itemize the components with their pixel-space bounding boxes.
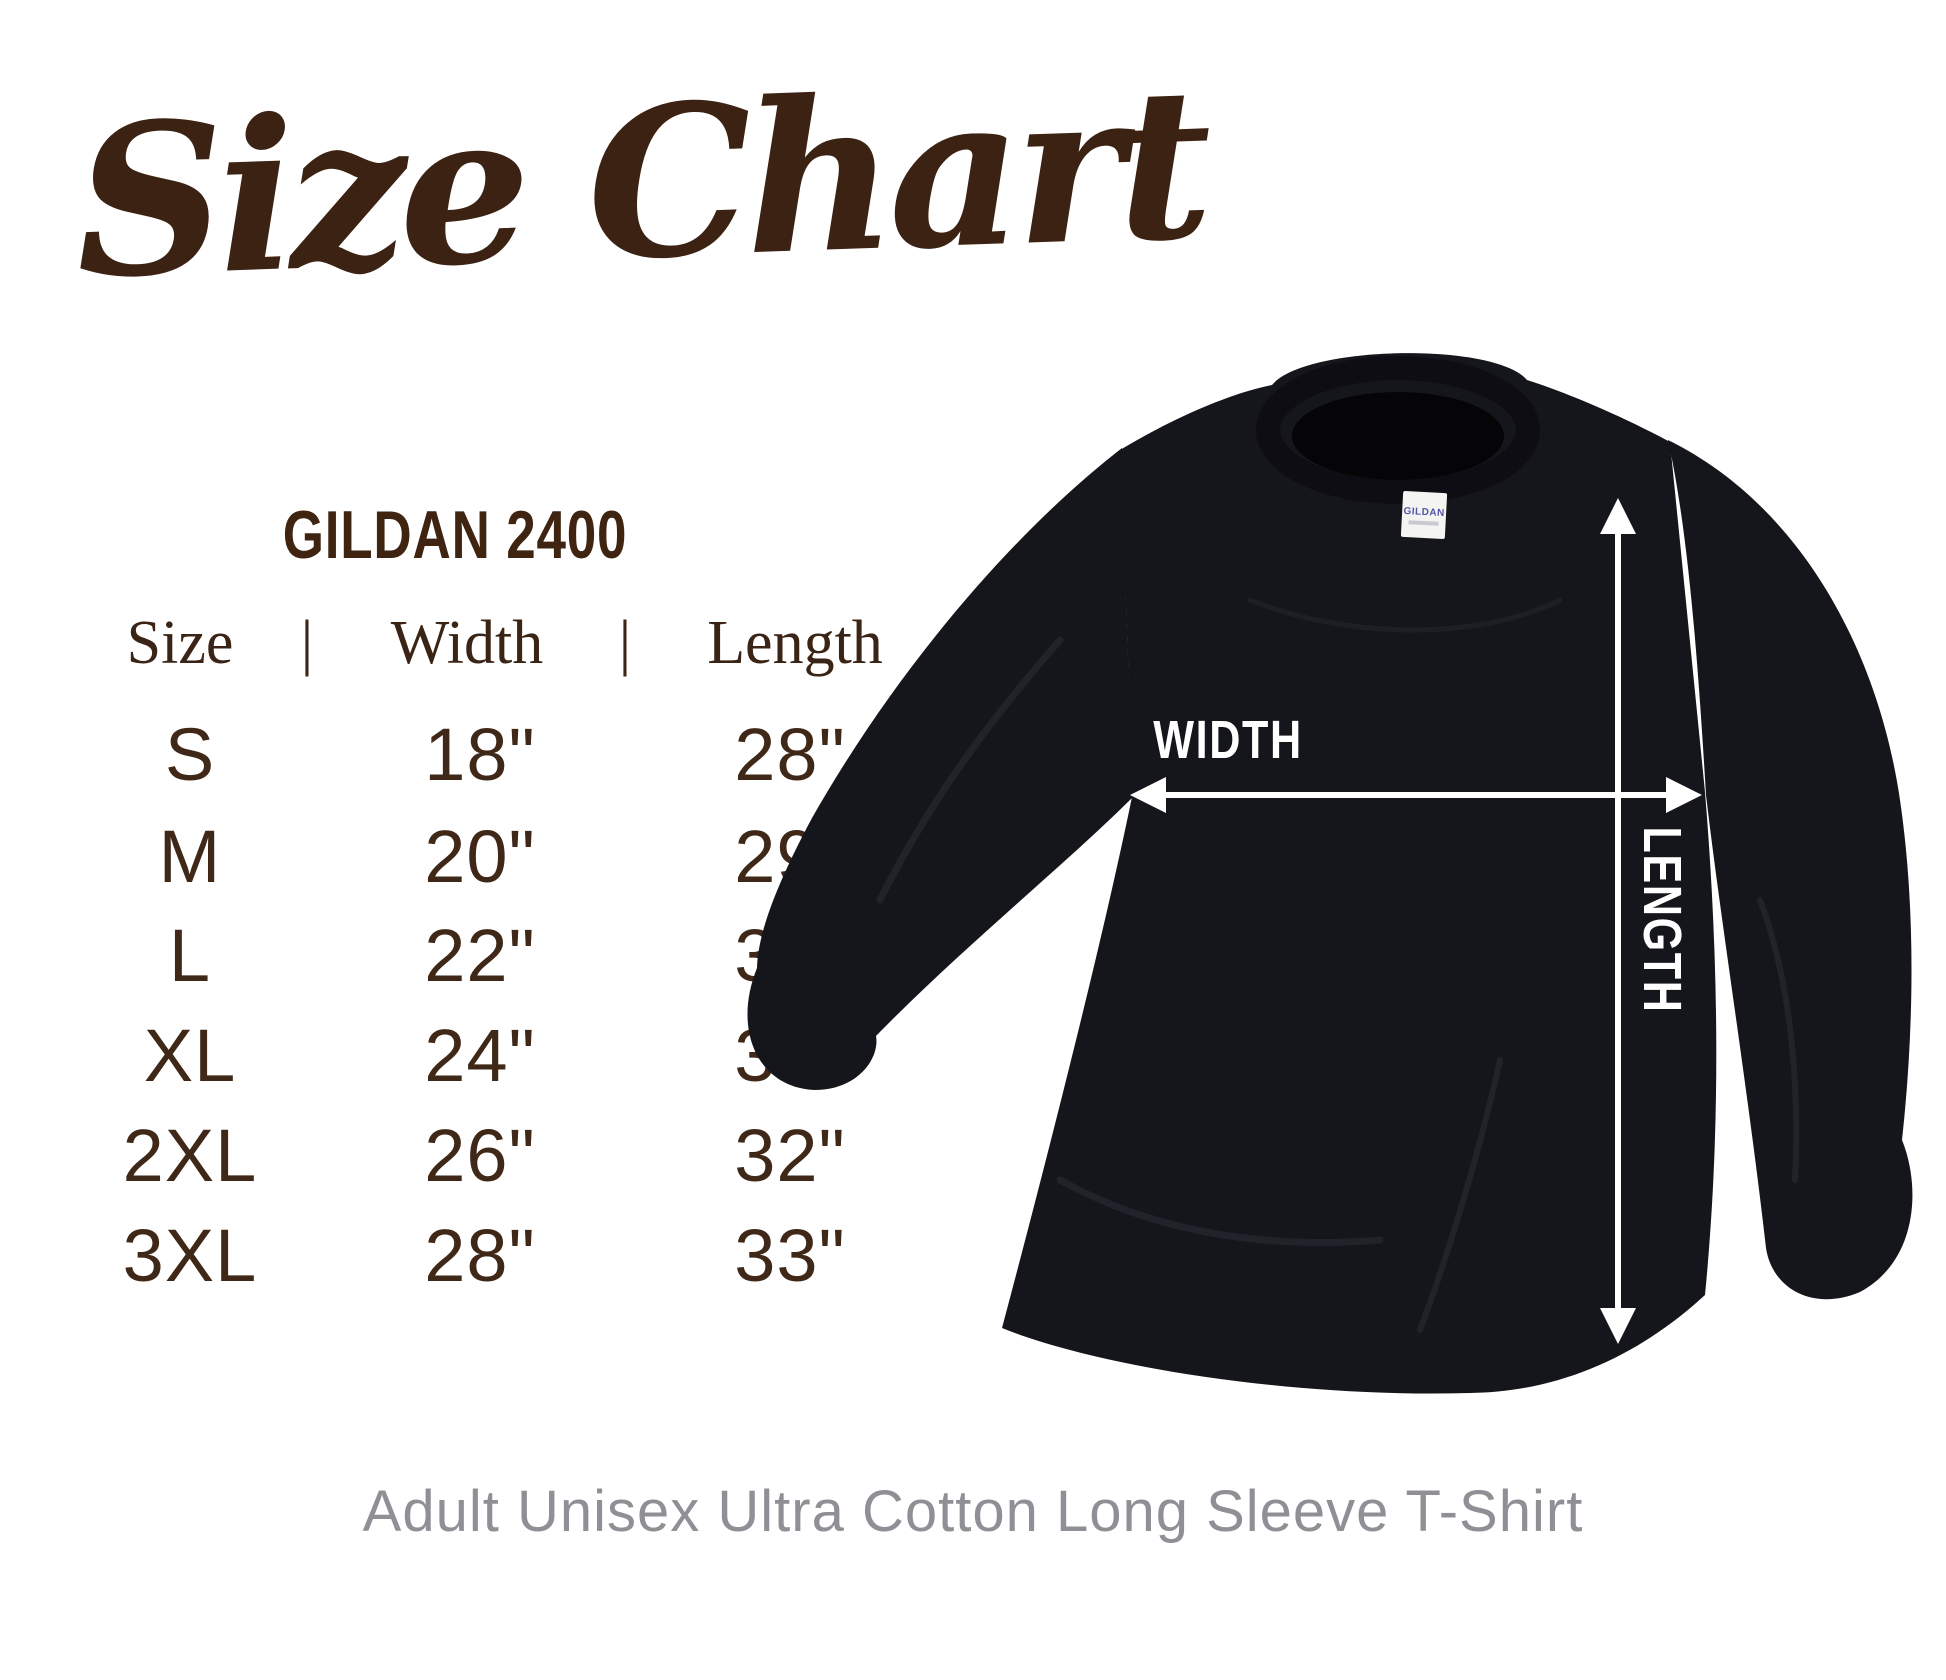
length-measure-label: LENGTH (1632, 826, 1692, 1013)
cell-size: 2XL (122, 1114, 258, 1197)
size-table-header: Size | Width | Length (0, 608, 960, 688)
table-row: S 18" 28" (0, 712, 990, 796)
cell-size: S (164, 713, 216, 796)
cell-width: 28" (424, 1214, 536, 1297)
neck-label: GILDAN (1400, 490, 1448, 540)
column-separator: | (300, 609, 314, 677)
column-header-length: Length (707, 609, 883, 677)
cell-width: 26" (424, 1114, 536, 1197)
cell-length: 33" (734, 1214, 846, 1297)
cell-width: 24" (424, 1014, 536, 1097)
cell-size: XL (143, 1014, 237, 1097)
width-measure-label: WIDTH (1153, 711, 1302, 771)
length-arrow (1600, 498, 1636, 1344)
column-header-size: Size (126, 609, 234, 677)
shirt-right-sleeve (1668, 440, 1913, 1300)
shirt-left-sleeve (747, 448, 1135, 1090)
cell-size: L (168, 914, 212, 997)
column-separator: | (618, 609, 632, 677)
cell-length: 28" (734, 713, 846, 796)
cell-size: M (158, 815, 222, 898)
shirt-collar (1256, 356, 1540, 504)
neck-label-brand-text: GILDAN (1403, 506, 1445, 519)
table-row: 2XL 26" 32" (0, 1113, 990, 1197)
product-caption: Adult Unisex Ultra Cotton Long Sleeve T-… (362, 1479, 1584, 1544)
column-header-width: Width (390, 609, 544, 677)
shirt-body (1002, 353, 1717, 1394)
width-arrow (1130, 777, 1702, 813)
cell-width: 20" (424, 815, 536, 898)
neck-label-subtext-line (1408, 520, 1439, 526)
cell-width: 18" (424, 713, 536, 796)
cell-width: 22" (424, 914, 536, 997)
cell-size: 3XL (122, 1214, 258, 1297)
cell-length: 32" (734, 1114, 846, 1197)
shirt-wrinkles (876, 597, 1800, 1333)
table-row: 3XL 28" 33" (0, 1213, 990, 1297)
product-heading: GILDAN 2400 (282, 497, 628, 573)
